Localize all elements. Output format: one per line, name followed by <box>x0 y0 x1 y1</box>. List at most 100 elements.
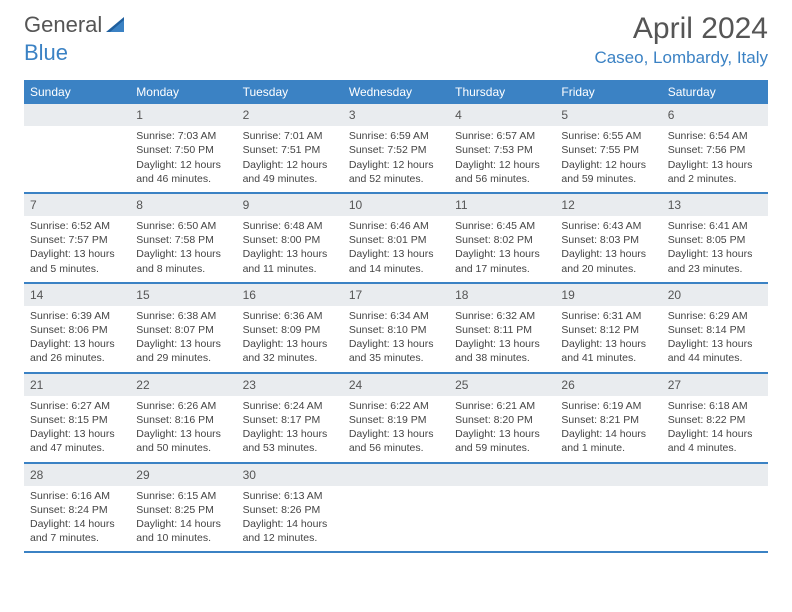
daylight-line: Daylight: 13 hours and 26 minutes. <box>30 337 124 365</box>
sunrise-line: Sunrise: 6:38 AM <box>136 309 230 323</box>
day-number: 3 <box>343 104 449 126</box>
week-row: 7Sunrise: 6:52 AMSunset: 7:57 PMDaylight… <box>24 194 768 284</box>
day-number: 9 <box>237 194 343 216</box>
sunrise-line: Sunrise: 6:18 AM <box>668 399 762 413</box>
day-cell: 4Sunrise: 6:57 AMSunset: 7:53 PMDaylight… <box>449 104 555 192</box>
daylight-line: Daylight: 12 hours and 56 minutes. <box>455 158 549 186</box>
day-body: Sunrise: 6:34 AMSunset: 8:10 PMDaylight:… <box>343 306 449 372</box>
day-number <box>449 464 555 486</box>
day-header-row: SundayMondayTuesdayWednesdayThursdayFrid… <box>24 80 768 104</box>
sunrise-line: Sunrise: 6:34 AM <box>349 309 443 323</box>
day-cell: 14Sunrise: 6:39 AMSunset: 8:06 PMDayligh… <box>24 284 130 372</box>
daylight-line: Daylight: 13 hours and 38 minutes. <box>455 337 549 365</box>
day-number: 18 <box>449 284 555 306</box>
day-body: Sunrise: 7:03 AMSunset: 7:50 PMDaylight:… <box>130 126 236 192</box>
logo-triangle-icon <box>106 14 128 37</box>
daylight-line: Daylight: 13 hours and 35 minutes. <box>349 337 443 365</box>
sunrise-line: Sunrise: 6:48 AM <box>243 219 337 233</box>
daylight-line: Daylight: 13 hours and 17 minutes. <box>455 247 549 275</box>
day-body: Sunrise: 6:46 AMSunset: 8:01 PMDaylight:… <box>343 216 449 282</box>
sunset-line: Sunset: 8:24 PM <box>30 503 124 517</box>
daylight-line: Daylight: 13 hours and 14 minutes. <box>349 247 443 275</box>
day-cell: 5Sunrise: 6:55 AMSunset: 7:55 PMDaylight… <box>555 104 661 192</box>
day-cell: 30Sunrise: 6:13 AMSunset: 8:26 PMDayligh… <box>237 464 343 552</box>
sunrise-line: Sunrise: 6:59 AM <box>349 129 443 143</box>
sunrise-line: Sunrise: 6:22 AM <box>349 399 443 413</box>
sunset-line: Sunset: 7:53 PM <box>455 143 549 157</box>
sunrise-line: Sunrise: 6:13 AM <box>243 489 337 503</box>
daylight-line: Daylight: 13 hours and 56 minutes. <box>349 427 443 455</box>
day-cell: 16Sunrise: 6:36 AMSunset: 8:09 PMDayligh… <box>237 284 343 372</box>
sunset-line: Sunset: 7:57 PM <box>30 233 124 247</box>
sunset-line: Sunset: 8:10 PM <box>349 323 443 337</box>
sunrise-line: Sunrise: 6:15 AM <box>136 489 230 503</box>
week-row: 14Sunrise: 6:39 AMSunset: 8:06 PMDayligh… <box>24 284 768 374</box>
day-number: 14 <box>24 284 130 306</box>
sunset-line: Sunset: 8:17 PM <box>243 413 337 427</box>
day-body: Sunrise: 6:15 AMSunset: 8:25 PMDaylight:… <box>130 486 236 552</box>
empty-cell <box>24 104 130 192</box>
daylight-line: Daylight: 13 hours and 11 minutes. <box>243 247 337 275</box>
daylight-line: Daylight: 13 hours and 23 minutes. <box>668 247 762 275</box>
day-number: 10 <box>343 194 449 216</box>
daylight-line: Daylight: 13 hours and 53 minutes. <box>243 427 337 455</box>
day-number: 5 <box>555 104 661 126</box>
day-body: Sunrise: 6:39 AMSunset: 8:06 PMDaylight:… <box>24 306 130 372</box>
sunset-line: Sunset: 8:22 PM <box>668 413 762 427</box>
sunset-line: Sunset: 8:21 PM <box>561 413 655 427</box>
day-number: 26 <box>555 374 661 396</box>
day-cell: 10Sunrise: 6:46 AMSunset: 8:01 PMDayligh… <box>343 194 449 282</box>
daylight-line: Daylight: 13 hours and 20 minutes. <box>561 247 655 275</box>
day-cell: 21Sunrise: 6:27 AMSunset: 8:15 PMDayligh… <box>24 374 130 462</box>
day-number: 11 <box>449 194 555 216</box>
day-body: Sunrise: 6:59 AMSunset: 7:52 PMDaylight:… <box>343 126 449 192</box>
daylight-line: Daylight: 13 hours and 5 minutes. <box>30 247 124 275</box>
sunset-line: Sunset: 8:03 PM <box>561 233 655 247</box>
day-number: 28 <box>24 464 130 486</box>
daylight-line: Daylight: 13 hours and 50 minutes. <box>136 427 230 455</box>
day-body: Sunrise: 7:01 AMSunset: 7:51 PMDaylight:… <box>237 126 343 192</box>
day-number <box>555 464 661 486</box>
empty-cell <box>343 464 449 552</box>
sunrise-line: Sunrise: 6:26 AM <box>136 399 230 413</box>
sunset-line: Sunset: 8:01 PM <box>349 233 443 247</box>
day-cell: 11Sunrise: 6:45 AMSunset: 8:02 PMDayligh… <box>449 194 555 282</box>
day-body: Sunrise: 6:55 AMSunset: 7:55 PMDaylight:… <box>555 126 661 192</box>
sunset-line: Sunset: 8:00 PM <box>243 233 337 247</box>
day-cell: 6Sunrise: 6:54 AMSunset: 7:56 PMDaylight… <box>662 104 768 192</box>
sunset-line: Sunset: 7:51 PM <box>243 143 337 157</box>
day-number: 12 <box>555 194 661 216</box>
daylight-line: Daylight: 12 hours and 52 minutes. <box>349 158 443 186</box>
day-number: 27 <box>662 374 768 396</box>
sunset-line: Sunset: 7:58 PM <box>136 233 230 247</box>
day-number: 6 <box>662 104 768 126</box>
location-text: Caseo, Lombardy, Italy <box>594 48 768 68</box>
day-number: 13 <box>662 194 768 216</box>
day-cell: 19Sunrise: 6:31 AMSunset: 8:12 PMDayligh… <box>555 284 661 372</box>
day-body: Sunrise: 6:54 AMSunset: 7:56 PMDaylight:… <box>662 126 768 192</box>
day-cell: 1Sunrise: 7:03 AMSunset: 7:50 PMDaylight… <box>130 104 236 192</box>
sunrise-line: Sunrise: 6:29 AM <box>668 309 762 323</box>
day-number: 8 <box>130 194 236 216</box>
day-number <box>24 104 130 126</box>
day-body: Sunrise: 6:31 AMSunset: 8:12 PMDaylight:… <box>555 306 661 372</box>
day-body: Sunrise: 6:18 AMSunset: 8:22 PMDaylight:… <box>662 396 768 462</box>
day-body: Sunrise: 6:50 AMSunset: 7:58 PMDaylight:… <box>130 216 236 282</box>
day-cell: 12Sunrise: 6:43 AMSunset: 8:03 PMDayligh… <box>555 194 661 282</box>
sunset-line: Sunset: 8:11 PM <box>455 323 549 337</box>
week-row: 21Sunrise: 6:27 AMSunset: 8:15 PMDayligh… <box>24 374 768 464</box>
sunrise-line: Sunrise: 6:55 AM <box>561 129 655 143</box>
day-header-cell: Tuesday <box>237 80 343 104</box>
sunset-line: Sunset: 8:15 PM <box>30 413 124 427</box>
header: General April 2024 Caseo, Lombardy, Ital… <box>0 0 792 74</box>
day-cell: 27Sunrise: 6:18 AMSunset: 8:22 PMDayligh… <box>662 374 768 462</box>
sunset-line: Sunset: 8:06 PM <box>30 323 124 337</box>
day-cell: 8Sunrise: 6:50 AMSunset: 7:58 PMDaylight… <box>130 194 236 282</box>
day-cell: 13Sunrise: 6:41 AMSunset: 8:05 PMDayligh… <box>662 194 768 282</box>
daylight-line: Daylight: 14 hours and 7 minutes. <box>30 517 124 545</box>
day-body: Sunrise: 6:13 AMSunset: 8:26 PMDaylight:… <box>237 486 343 552</box>
sunrise-line: Sunrise: 6:50 AM <box>136 219 230 233</box>
day-header-cell: Friday <box>555 80 661 104</box>
day-body: Sunrise: 6:22 AMSunset: 8:19 PMDaylight:… <box>343 396 449 462</box>
sunrise-line: Sunrise: 6:16 AM <box>30 489 124 503</box>
